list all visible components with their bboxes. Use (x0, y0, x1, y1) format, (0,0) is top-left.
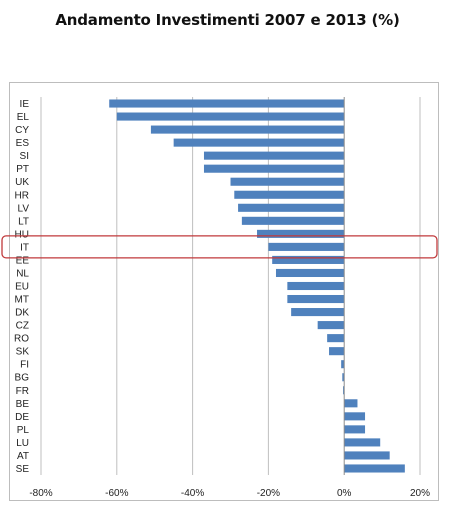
bar-ee (272, 255, 345, 264)
bar-uk (230, 177, 345, 186)
bar-be (344, 399, 358, 408)
category-label: LT (18, 216, 29, 227)
category-label: HR (15, 190, 29, 201)
category-label: DK (15, 308, 29, 319)
bar-se (344, 464, 405, 473)
category-label: FR (16, 386, 29, 397)
highlight-box (1, 235, 438, 259)
category-label: BE (16, 399, 30, 410)
gridlines (40, 97, 421, 475)
bar-lu (344, 438, 381, 447)
bar-fi (341, 360, 345, 369)
bar-de (344, 412, 366, 421)
category-label: HU (15, 229, 29, 240)
bars (109, 99, 405, 473)
highlight-rectangle (1, 235, 438, 259)
bar-nl (275, 268, 345, 278)
x-tick-label: -60% (105, 488, 128, 499)
category-label: IE (20, 99, 30, 110)
x-tick-labels: -80% -60% -40% -20% 0% 20% (29, 488, 430, 499)
bar-cz (317, 321, 345, 330)
category-label: CZ (16, 321, 29, 332)
x-tick-label: -20% (257, 488, 280, 499)
category-label: NL (16, 268, 29, 279)
category-label: LU (16, 438, 29, 449)
bar-pt (203, 164, 345, 173)
bar-si (203, 151, 345, 160)
category-label: MT (15, 295, 29, 306)
category-label: FI (20, 360, 29, 371)
bar-fr (343, 386, 345, 395)
bar-dk (291, 308, 345, 317)
page-title: Andamento Investimenti 2007 e 2013 (%) (55, 11, 400, 29)
category-label: LV (18, 203, 30, 214)
category-label: SK (16, 347, 30, 358)
category-label: IT (20, 242, 29, 253)
category-label: PL (17, 425, 30, 436)
bar-lv (238, 203, 345, 212)
x-tick-label: 20% (410, 488, 430, 499)
bar-pl (344, 425, 366, 434)
bar-it (268, 242, 345, 251)
x-tick-label: -80% (29, 488, 52, 499)
category-labels: IE EL CY ES SI PT UK HR LV LT HU IT EE NL EU MT DK CZ RO SK… (14, 99, 29, 475)
category-label: AT (17, 451, 29, 462)
category-label: UK (15, 177, 29, 188)
bar-lt (241, 216, 345, 225)
bar-bg (342, 373, 345, 382)
bar-hr (234, 190, 345, 199)
bar-cy (150, 125, 345, 134)
category-label: EU (15, 282, 29, 293)
category-label: BG (15, 373, 30, 384)
category-label: RO (14, 334, 29, 345)
category-label: ES (16, 138, 30, 149)
bar-at (344, 451, 390, 460)
category-label: EE (16, 255, 30, 266)
category-label: SE (16, 464, 30, 475)
bar-ro (327, 334, 345, 343)
bar-el (116, 112, 345, 121)
bar-sk (329, 347, 345, 356)
bar-eu (287, 281, 345, 291)
bar-es (173, 138, 345, 147)
category-label: DE (15, 412, 29, 423)
bar-mt (287, 294, 345, 304)
x-tick-label: 0% (337, 488, 352, 499)
bar-ie (109, 99, 345, 108)
chart-frame (9, 82, 439, 501)
bar-hu (257, 229, 345, 238)
category-label: PT (16, 164, 29, 175)
x-tick-label: -40% (181, 488, 204, 499)
category-label: CY (15, 125, 29, 136)
category-label: SI (20, 151, 29, 162)
category-label: EL (17, 112, 30, 123)
